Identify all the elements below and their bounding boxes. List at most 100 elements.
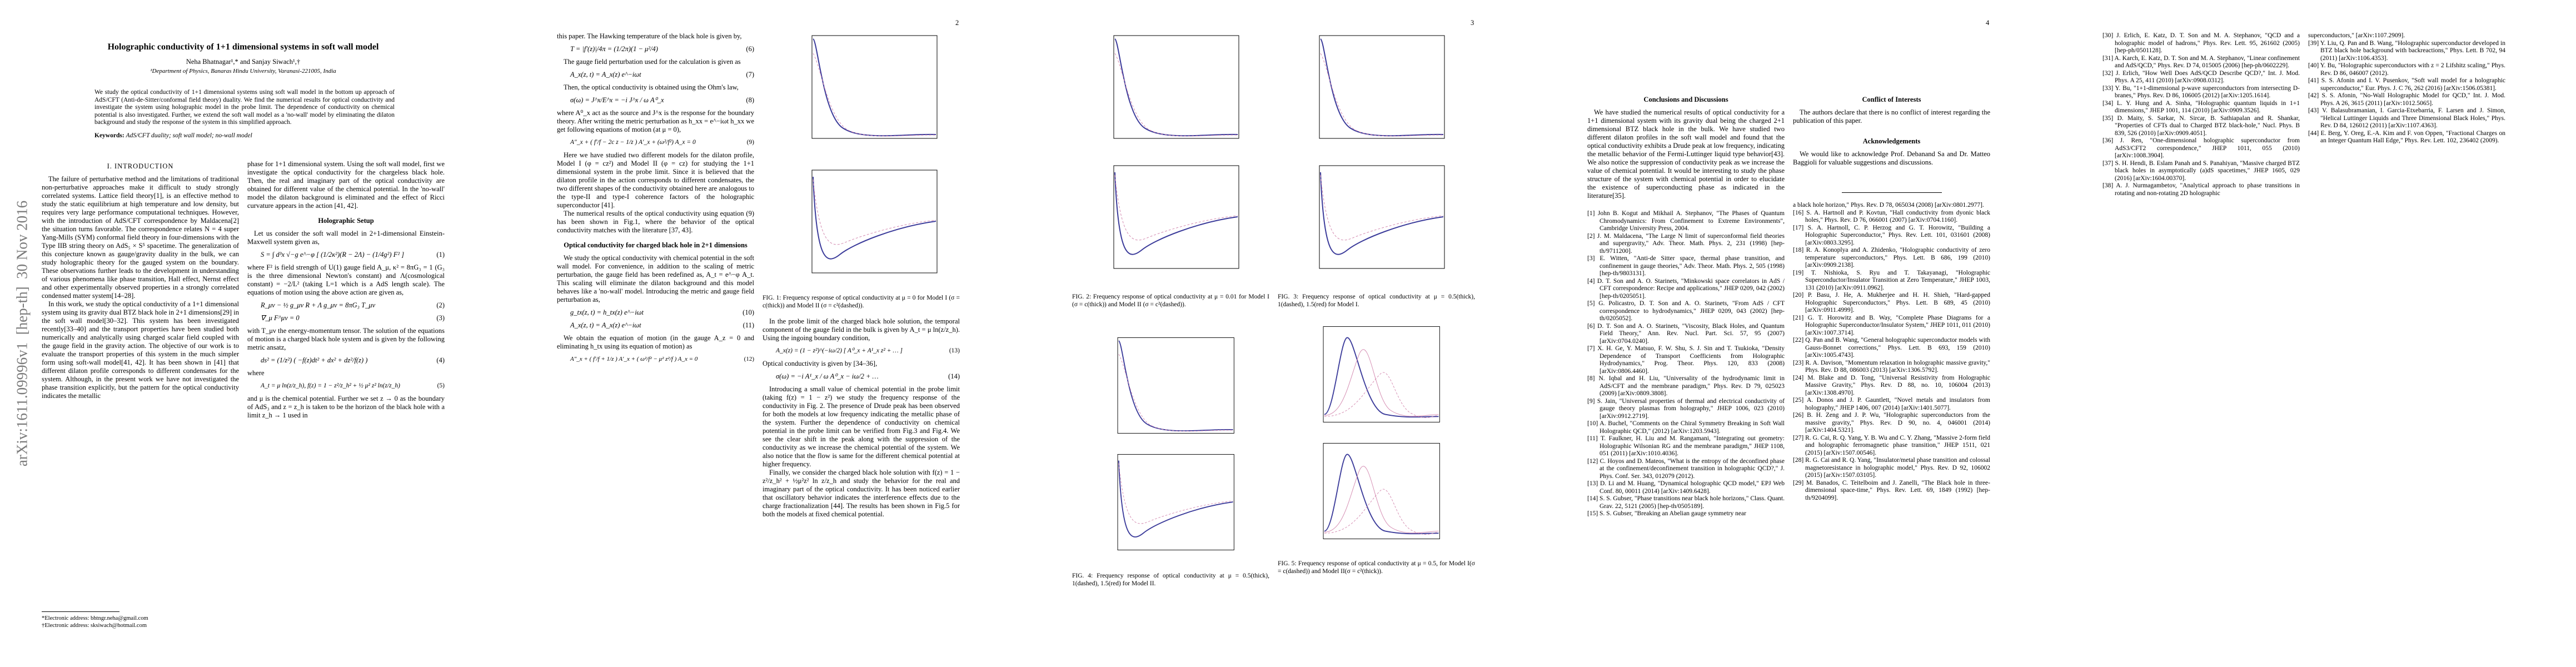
equation-text: A_t = μ ln(z/z_h), f(z) = 1 − z²/z_h² + …: [261, 382, 400, 389]
paragraph: with T_μν the energy-momentum tensor. Th…: [247, 327, 445, 351]
reference: [34] L. Y. Hung and A. Sinha, "Holograph…: [2102, 99, 2300, 115]
paragraph: where A⁰_x act as the source and J^x is …: [557, 109, 754, 133]
reference-list: a black hole horizon," Phys. Rev. D 78, …: [1793, 202, 1990, 502]
column: Conflict of Interests The authors declar…: [1793, 89, 1990, 502]
title: Holographic conductivity of 1+1 dimensio…: [107, 42, 379, 52]
reference: [29] M. Banados, C. Teitelboim and J. Za…: [1793, 479, 1990, 501]
reference: [14] S. S. Gubser, "Phase transitions ne…: [1587, 495, 1785, 510]
paragraph: We obtain the equation of motion (in the…: [557, 334, 754, 350]
equation-number: (7): [746, 71, 754, 78]
equation-number: (13): [949, 347, 960, 354]
equation-text: A_x(z, t) = A_x(z) e^−iωt: [570, 321, 641, 329]
reference: [18] R. A. Konoplya and A. Zhidenko, "Ho…: [1793, 247, 1990, 268]
paragraph: Here we have studied two different model…: [557, 151, 754, 209]
reference: [31] A. Karch, E. Katz, D. T. Son and M.…: [2102, 54, 2300, 69]
separator: [1841, 192, 1942, 193]
paragraph: We study the optical conductivity with c…: [557, 254, 754, 303]
column: FIG. 1: Frequency response of optical co…: [763, 295, 960, 519]
reference: [9] S. Jain, "Universal properties of th…: [1587, 397, 1785, 420]
paragraph: In the probe limit of the charged black …: [763, 317, 960, 342]
page: 3 FIG. 2: Frequency response of optical …: [1030, 0, 1546, 667]
equation: A_x(z, t) = A_x(z) e^−iωt (11): [570, 321, 754, 330]
figure-plot: [795, 31, 941, 151]
page: [30] J. Erlich, E. Katz, D. T. Son and M…: [2061, 0, 2576, 667]
reference: [35] D. Maity, S. Sarkar, N. Sircar, B. …: [2102, 115, 2300, 137]
equation-text: T = |f′(z)|/4π = (1/2π)(1 − μ²/4): [570, 45, 658, 53]
authors: Neha Bhatnagar¹,* and Sanjay Siwach¹,†: [186, 58, 301, 66]
figure-caption: FIG. 1: Frequency response of optical co…: [763, 295, 960, 309]
keywords-label: Keywords:: [94, 132, 124, 139]
equation: σ(ω) = J^x/E^x = −i J^x / ω A⁰_x (8): [570, 96, 754, 104]
equation-number: (3): [436, 314, 445, 322]
reference: [20] P. Basu, J. He, A. Mukherjee and H.…: [1793, 292, 1990, 313]
reference-list: [1] John B. Kogut and Mikhail A. Stephan…: [1587, 210, 1785, 518]
section-heading: Acknowledgements: [1862, 137, 1921, 145]
reference: [15] S. S. Gubser, "Breaking an Abelian …: [1587, 510, 1746, 517]
paragraph: Introducing a small value of chemical po…: [763, 385, 960, 468]
reference: [43] V. Balasubramanian, I. Garcia-Etxeb…: [2308, 107, 2505, 129]
paragraph: We would like to acknowledge Prof. Deban…: [1793, 150, 1990, 166]
column: [30] J. Erlich, E. Katz, D. T. Son and M…: [2102, 32, 2300, 197]
equation-number: (2): [436, 301, 445, 309]
reference: [8] N. Iqbal and H. Liu, "Universality o…: [1587, 375, 1785, 397]
page: 2 this paper. The Hawking temperature of…: [515, 0, 1030, 667]
reference: [44] E. Berg, Y. Oreg, E.-A. Kim and F. …: [2308, 130, 2505, 145]
equation: ds² = (1/z²) ( −f(z)dt² + dx² + dz²/f(z)…: [261, 356, 445, 365]
figure-plot: [1097, 161, 1243, 281]
equation-text: A_x(z) = (1 − z²)^(−iω/2) [ A⁰_x + A¹_x …: [776, 347, 903, 354]
equation: A_t = μ ln(z/z_h), f(z) = 1 − z²/z_h² + …: [261, 382, 445, 390]
reference: [28] R. G. Cai and R. Q. Yang, "Insulato…: [1793, 457, 1990, 479]
paragraph: Finally, we consider the charged black h…: [763, 469, 960, 518]
reference: [7] X. H. Ge, Y. Matsuo, F. W. Shu, S. J…: [1587, 345, 1785, 375]
equation-number: (14): [948, 372, 960, 380]
figure-caption: FIG. 5: Frequency response of optical co…: [1278, 560, 1475, 575]
reference: [22] Q. Pan and B. Wang, "General hologr…: [1793, 337, 1990, 359]
equation-text: A″_x + ( f′/f − 2c z − 1/z ) A′_x + (ω²/…: [570, 139, 696, 146]
equation-text: S = ∫ d³x √−g e^−φ [ (1/2κ²)(R − 2Λ) − (…: [261, 251, 405, 258]
reference: [13] D. Li and M. Huang, "Dynamical holo…: [1587, 480, 1785, 495]
abstract: We study the optical conductivity of 1+1…: [94, 89, 395, 126]
footnotes: *Electronic address: bhtngr.neha@gmail.c…: [42, 615, 239, 629]
reference: [39] Y. Liu, Q. Pan and B. Wang, "Hologr…: [2308, 39, 2505, 62]
reference: [5] G. Policastro, D. T. Son and A. O. S…: [1587, 300, 1785, 322]
equation-number: (8): [746, 96, 754, 104]
paragraph: where: [247, 369, 265, 377]
page-number: 4: [1986, 19, 1990, 27]
equation-text: ds² = (1/z²) ( −f(z)dt² + dx² + dz²/f(z)…: [261, 356, 368, 364]
equation-number: (1): [436, 251, 445, 258]
reference: [17] S. A. Hartnoll, C. P. Herzog and G.…: [1793, 224, 1990, 246]
equation-text: g_tx(z, t) = h_tx(z) e^−iωt: [570, 308, 644, 316]
reference: [42] S. S. Afonin, "No-Wall Holographic …: [2308, 92, 2505, 107]
paragraph: where F² is field strength of U(1) gauge…: [247, 263, 445, 296]
paragraph: Optical conductivity is given by [34–36]…: [763, 360, 878, 367]
equation: A_x(z, t) = A_x(z) e^−iωt (7): [570, 71, 754, 79]
equation: σ(ω) = −i A¹_x / ω A⁰_x − iω/2 + … (14): [776, 372, 960, 381]
paragraph: and μ is the chemical potential. Further…: [247, 395, 445, 419]
paragraph: In this work, we study the optical condu…: [42, 300, 239, 400]
reference: [38] A. J. Nurmagambetov, "Analytical ap…: [2102, 182, 2300, 197]
figure-plot: [1097, 31, 1243, 151]
reference: [32] J. Erlich, "How Well Does AdS/QCD D…: [2102, 69, 2300, 84]
equation-number: (6): [746, 45, 754, 53]
equation: ∇_μ F^μν = 0 (3): [261, 314, 445, 322]
footnote-rule: [42, 611, 119, 614]
column: phase for 1+1 dimensional system. Using …: [247, 160, 445, 420]
equation-text: ∇_μ F^μν = 0: [261, 314, 300, 322]
paragraph: The authors declare that there is no con…: [1793, 108, 1990, 125]
paragraph: Let us consider the soft wall model in 2…: [247, 230, 445, 246]
figure-plot: [795, 166, 941, 285]
reference: [16] S. A. Hartnoll and P. Kovtun, "Hall…: [1793, 209, 1990, 224]
paragraph: The numerical results of the optical con…: [557, 210, 754, 234]
paragraph: phase for 1+1 dimensional system. Using …: [247, 160, 445, 210]
reference: [1] John B. Kogut and Mikhail A. Stephan…: [1587, 210, 1785, 232]
column: Conclusions and Discussions We have stud…: [1587, 89, 1785, 518]
equation: R_μν − ½ g_μν R + Λ g_μν = 8πG₃ T_μν (2): [261, 301, 445, 310]
section-heading: Conflict of Interests: [1862, 96, 1921, 103]
equation-number: (12): [744, 356, 754, 362]
reference: [19] T. Nishioka, S. Ryu and T. Takayana…: [1793, 269, 1990, 291]
reference-list: superconductors," [arXiv:1107.2909]. [39]…: [2308, 32, 2505, 145]
equation: A_x(z) = (1 − z²)^(−iω/2) [ A⁰_x + A¹_x …: [776, 347, 960, 355]
reference: [10] A. Buchel, "Comments on the Chiral …: [1587, 420, 1785, 435]
